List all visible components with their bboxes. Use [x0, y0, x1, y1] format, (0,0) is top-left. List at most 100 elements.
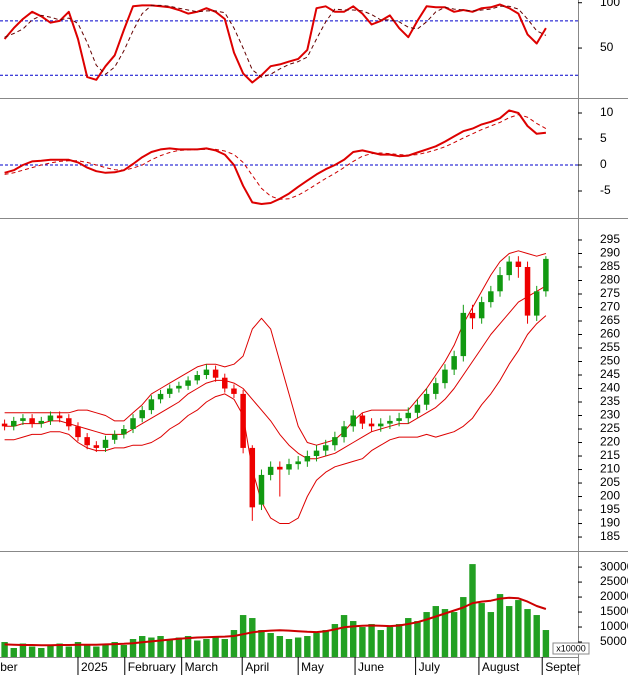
candle-body — [121, 429, 127, 435]
candle-body — [304, 456, 311, 462]
candle-body — [185, 380, 191, 386]
volume-bar — [148, 637, 155, 657]
candle-body — [350, 415, 356, 427]
series-line — [4, 114, 547, 200]
candle-body — [203, 369, 210, 376]
volume-bar — [487, 612, 495, 657]
candle-body — [368, 423, 375, 427]
candle-body — [166, 388, 173, 394]
volume-bar — [120, 645, 128, 657]
candle-body — [414, 404, 421, 413]
y-tick-label: 210 — [600, 462, 620, 476]
x-tick-label: March — [185, 660, 218, 674]
y-tick-label: 205 — [600, 475, 620, 489]
candle-body — [478, 302, 485, 319]
y-tick-label: 15000 — [600, 604, 628, 618]
candle-body — [543, 258, 549, 292]
candle-body — [377, 423, 384, 427]
volume-bar — [331, 624, 339, 657]
candle-body — [322, 445, 329, 451]
candle-body — [277, 466, 283, 470]
candle-body — [387, 420, 393, 424]
y-tick-label: 265 — [600, 313, 620, 327]
candle-body — [506, 261, 512, 276]
candle-body — [75, 426, 81, 438]
volume-bar — [377, 630, 384, 657]
x-tick-label: Septer — [545, 660, 580, 674]
y-tick-label: 240 — [600, 381, 620, 395]
volume-bar — [533, 615, 540, 657]
candle-body — [56, 415, 63, 419]
series-line — [4, 285, 547, 460]
volume-bar — [38, 648, 45, 657]
candle-body — [533, 291, 540, 316]
y-tick-label: 280 — [600, 273, 620, 287]
x-tick-label: April — [245, 660, 269, 674]
volume-bar — [322, 630, 329, 657]
volume-bar — [138, 636, 146, 657]
volume-bar — [395, 624, 403, 657]
y-tick-label: 230 — [600, 408, 620, 422]
unit-label: x10000 — [556, 643, 586, 653]
series-line — [4, 250, 547, 446]
volume-bar — [267, 633, 274, 657]
candle-body — [295, 461, 301, 465]
volume-bar — [368, 624, 375, 657]
volume-bar — [157, 636, 164, 657]
volume-bar — [469, 564, 476, 657]
volume-bar — [432, 606, 440, 657]
panel — [0, 109, 578, 205]
candle-body — [231, 388, 237, 394]
x-tick-label: ber — [0, 660, 17, 674]
candle-body — [93, 445, 100, 448]
volume-bar — [102, 643, 109, 657]
y-tick-label: 245 — [600, 367, 620, 381]
x-tick-label: February — [128, 660, 176, 674]
volume-bar — [405, 618, 412, 657]
volume-bar — [74, 642, 82, 657]
candle-body — [524, 266, 531, 316]
candle-body — [332, 437, 338, 446]
volume-bar — [239, 615, 247, 657]
series-line — [4, 109, 547, 205]
y-tick-label: 5 — [600, 131, 607, 145]
y-tick-label: 20000 — [600, 589, 628, 603]
candle-body — [423, 393, 430, 405]
y-tick-label: 250 — [600, 354, 620, 368]
volume-bar — [10, 648, 17, 657]
volume-bar — [65, 646, 73, 657]
candle-body — [29, 418, 35, 424]
candle-body — [84, 437, 90, 446]
candle-body — [47, 415, 54, 421]
candle-body — [1, 423, 8, 427]
volume-bar — [386, 627, 394, 657]
candle-body — [194, 375, 201, 381]
volume-bar — [230, 630, 238, 657]
candle-body — [11, 420, 17, 427]
volume-bar — [129, 639, 137, 657]
y-tick-label: 285 — [600, 259, 620, 273]
volume-bar — [460, 597, 467, 657]
volume-bar — [1, 642, 8, 657]
volume-bar — [249, 618, 256, 657]
y-tick-label: 220 — [600, 435, 620, 449]
y-tick-label: 255 — [600, 340, 620, 354]
panel — [0, 3, 578, 84]
volume-bar — [258, 630, 265, 657]
y-tick-label: 185 — [600, 529, 620, 543]
y-tick-label: 5000 — [600, 634, 627, 648]
volume-bar — [28, 646, 36, 657]
series-line — [4, 596, 547, 647]
x-tick-label: August — [482, 660, 520, 674]
volume-bar — [194, 640, 201, 657]
volume-bar — [212, 637, 219, 657]
y-tick-label: 200 — [600, 489, 620, 503]
volume-bar — [515, 600, 522, 657]
volume-bar — [340, 615, 348, 657]
panel — [1, 564, 550, 657]
candle-body — [130, 418, 136, 430]
volume-bar — [423, 612, 430, 657]
volume-bar — [285, 639, 293, 657]
y-tick-label: 235 — [600, 394, 620, 408]
